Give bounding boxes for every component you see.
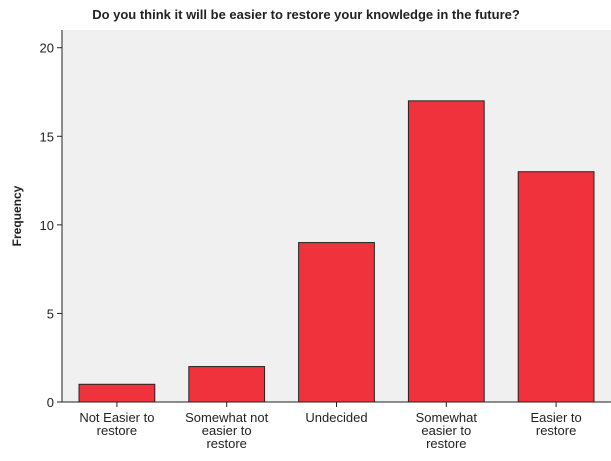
y-tick-label: 0 [47,395,54,410]
y-tick-label: 10 [40,218,54,233]
y-axis-label: Frequency [10,185,24,246]
y-tick-label: 5 [47,306,54,321]
x-tick-label: Not Easier to restore [79,410,154,438]
x-tick-label: Somewhat not easier to restore [185,410,268,451]
x-tick-label: Somewhat easier to restore [416,410,478,451]
x-tick-label: Easier to restore [530,410,581,438]
y-tick-label: 20 [40,41,54,56]
y-tick-label: 15 [40,129,54,144]
bar [298,242,375,403]
bar [188,366,266,403]
chart-title: Do you think it will be easier to restor… [92,7,520,22]
bar [517,171,595,403]
bar [78,383,156,403]
bar [407,100,485,403]
x-tick-label: Undecided [305,410,367,425]
